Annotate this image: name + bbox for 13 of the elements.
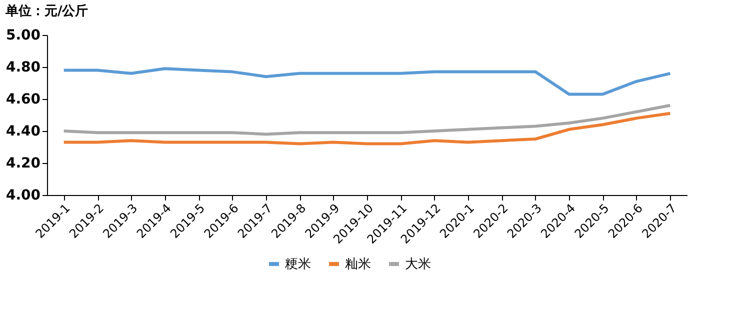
legend-label: 粳米: [285, 257, 311, 272]
legend-label: 大米: [405, 257, 431, 272]
y-tick-label: 5.00: [6, 28, 41, 44]
legend-label: 籼米: [345, 257, 371, 272]
y-tick-label: 4.20: [6, 156, 41, 172]
y-tick-label: 4.00: [6, 188, 41, 204]
line-series: [62, 112, 672, 146]
chart-title: 单位：元/公斤: [4, 3, 88, 19]
line-series: [62, 67, 672, 96]
line-series: [62, 104, 672, 136]
y-tick-label: 4.60: [6, 92, 41, 108]
y-tick-label: 4.40: [6, 124, 41, 140]
y-tick-label: 4.80: [6, 60, 41, 76]
